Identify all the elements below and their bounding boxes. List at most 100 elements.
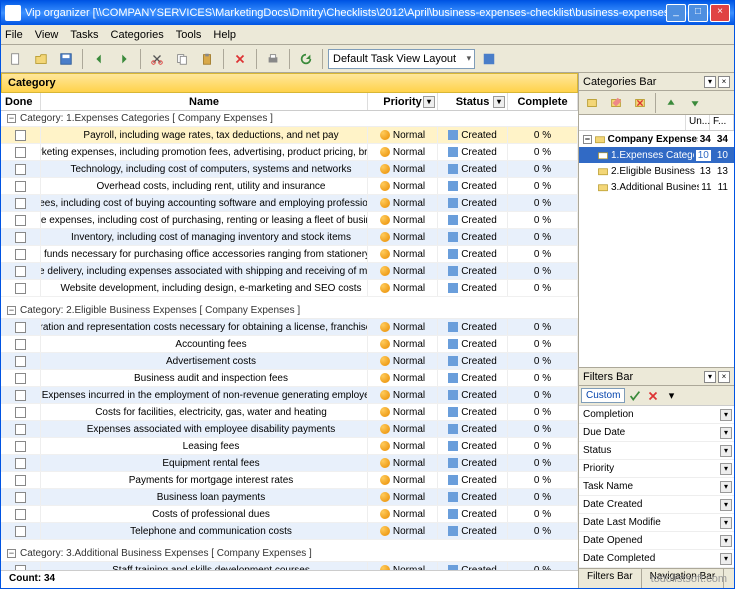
- group-row[interactable]: −Category: 2.Eligible Business Expenses …: [1, 303, 578, 319]
- menu-categories[interactable]: Categories: [111, 29, 164, 41]
- task-row[interactable]: Payroll, including wage rates, tax deduc…: [1, 127, 578, 144]
- layout-save-icon[interactable]: [478, 48, 500, 70]
- new-icon[interactable]: [5, 48, 27, 70]
- cat-edit-icon[interactable]: [605, 92, 627, 114]
- task-row[interactable]: Accounting fees, including cost of buyin…: [1, 195, 578, 212]
- task-row[interactable]: Overhead costs, including rent, utility …: [1, 178, 578, 195]
- filter-dropdown-icon[interactable]: ▾: [720, 499, 732, 511]
- done-checkbox[interactable]: [15, 390, 26, 401]
- filter-apply-icon[interactable]: [627, 388, 643, 404]
- menu-tools[interactable]: Tools: [176, 29, 202, 41]
- done-checkbox[interactable]: [15, 458, 26, 469]
- status-filter-icon[interactable]: ▾: [493, 96, 505, 108]
- task-row[interactable]: Technology, including cost of computers,…: [1, 161, 578, 178]
- task-row[interactable]: Staff training and skills development co…: [1, 562, 578, 570]
- col-status[interactable]: Status▾: [438, 93, 508, 110]
- filter-dropdown-icon[interactable]: ▾: [720, 409, 732, 421]
- task-row[interactable]: Website development, including design, e…: [1, 280, 578, 297]
- paste-icon[interactable]: [196, 48, 218, 70]
- forward-icon[interactable]: [113, 48, 135, 70]
- filter-field[interactable]: Date Opened▾: [579, 532, 734, 550]
- menu-view[interactable]: View: [35, 29, 59, 41]
- done-checkbox[interactable]: [15, 232, 26, 243]
- task-row[interactable]: Marketing expenses, including promotion …: [1, 144, 578, 161]
- filter-field[interactable]: Priority▾: [579, 460, 734, 478]
- done-checkbox[interactable]: [15, 492, 26, 503]
- filter-field[interactable]: Due Date▾: [579, 424, 734, 442]
- copy-icon[interactable]: [171, 48, 193, 70]
- done-checkbox[interactable]: [15, 475, 26, 486]
- collapse-icon[interactable]: −: [7, 549, 16, 558]
- done-checkbox[interactable]: [15, 181, 26, 192]
- menu-file[interactable]: File: [5, 29, 23, 41]
- task-row[interactable]: Payments for mortgage interest ratesNorm…: [1, 472, 578, 489]
- cat-down-icon[interactable]: [684, 92, 706, 114]
- task-row[interactable]: Business loan paymentsNormalCreated0 %: [1, 489, 578, 506]
- collapse-icon[interactable]: −: [7, 114, 16, 123]
- task-row[interactable]: Business audit and inspection feesNormal…: [1, 370, 578, 387]
- done-checkbox[interactable]: [15, 424, 26, 435]
- done-checkbox[interactable]: [15, 526, 26, 537]
- cut-icon[interactable]: [146, 48, 168, 70]
- task-row[interactable]: Equipment rental feesNormalCreated0 %: [1, 455, 578, 472]
- tree-item[interactable]: 3.Additional Business Exp1111: [579, 179, 734, 195]
- col-complete[interactable]: Complete: [508, 93, 578, 110]
- close-button[interactable]: ×: [710, 4, 730, 22]
- menu-tasks[interactable]: Tasks: [70, 29, 98, 41]
- grid-body[interactable]: −Category: 1.Expenses Categories [ Compa…: [1, 111, 578, 570]
- filter-close-icon[interactable]: ×: [718, 371, 730, 383]
- col-name[interactable]: Name: [41, 93, 368, 110]
- filter-dropdown-icon[interactable]: ▾: [720, 445, 732, 457]
- group-row[interactable]: −Category: 1.Expenses Categories [ Compa…: [1, 111, 578, 127]
- task-row[interactable]: Business registration and representation…: [1, 319, 578, 336]
- layout-select[interactable]: Default Task View Layout: [328, 49, 475, 69]
- done-checkbox[interactable]: [15, 407, 26, 418]
- done-checkbox[interactable]: [15, 130, 26, 141]
- done-checkbox[interactable]: [15, 164, 26, 175]
- filter-dropdown-icon[interactable]: ▾: [720, 481, 732, 493]
- cat-up-icon[interactable]: [660, 92, 682, 114]
- done-checkbox[interactable]: [15, 215, 26, 226]
- open-icon[interactable]: [30, 48, 52, 70]
- done-checkbox[interactable]: [15, 249, 26, 260]
- task-row[interactable]: Costs of professional duesNormalCreated0…: [1, 506, 578, 523]
- filter-clear-icon[interactable]: [645, 388, 661, 404]
- col-priority[interactable]: Priority▾: [368, 93, 438, 110]
- done-checkbox[interactable]: [15, 266, 26, 277]
- group-row[interactable]: −Category: 3.Additional Business Expense…: [1, 546, 578, 562]
- task-row[interactable]: Inventory, including cost of managing in…: [1, 229, 578, 246]
- filter-field[interactable]: Date Last Modifie▾: [579, 514, 734, 532]
- filter-dropdown-icon[interactable]: ▾: [720, 427, 732, 439]
- filter-contents-link[interactable]: Custom: [581, 388, 625, 403]
- cat-del-icon[interactable]: [629, 92, 651, 114]
- done-checkbox[interactable]: [15, 198, 26, 209]
- print-icon[interactable]: [262, 48, 284, 70]
- back-icon[interactable]: [88, 48, 110, 70]
- filter-field[interactable]: Task Name▾: [579, 478, 734, 496]
- task-row[interactable]: Advertisement costsNormalCreated0 %: [1, 353, 578, 370]
- filter-dropdown-icon[interactable]: ▾: [720, 463, 732, 475]
- task-row[interactable]: Expenses incurred in the employment of n…: [1, 387, 578, 404]
- done-checkbox[interactable]: [15, 373, 26, 384]
- filter-dropdown-icon[interactable]: ▾: [720, 517, 732, 529]
- filter-dropdown-icon[interactable]: ▾: [720, 553, 732, 565]
- task-row[interactable]: Automobile expenses, including cost of p…: [1, 212, 578, 229]
- filter-field[interactable]: Date Completed▾: [579, 550, 734, 568]
- filter-field[interactable]: Completion▾: [579, 406, 734, 424]
- maximize-button[interactable]: □: [688, 4, 708, 22]
- refresh-icon[interactable]: [295, 48, 317, 70]
- done-checkbox[interactable]: [15, 322, 26, 333]
- panel-opts-icon[interactable]: ▾: [704, 76, 716, 88]
- col-done[interactable]: Done: [1, 93, 41, 110]
- filter-opts-icon[interactable]: ▾: [704, 371, 716, 383]
- done-checkbox[interactable]: [15, 283, 26, 294]
- tree-item[interactable]: 2.Eligible Business Exper1313: [579, 163, 734, 179]
- categories-tree[interactable]: −Company Expenses34341.Expenses Categori…: [579, 131, 734, 367]
- tree-item[interactable]: −Company Expenses3434: [579, 131, 734, 147]
- filter-field[interactable]: Date Created▾: [579, 496, 734, 514]
- menu-help[interactable]: Help: [213, 29, 236, 41]
- done-checkbox[interactable]: [15, 356, 26, 367]
- save-icon[interactable]: [55, 48, 77, 70]
- done-checkbox[interactable]: [15, 147, 26, 158]
- task-row[interactable]: Office, including funds necessary for pu…: [1, 246, 578, 263]
